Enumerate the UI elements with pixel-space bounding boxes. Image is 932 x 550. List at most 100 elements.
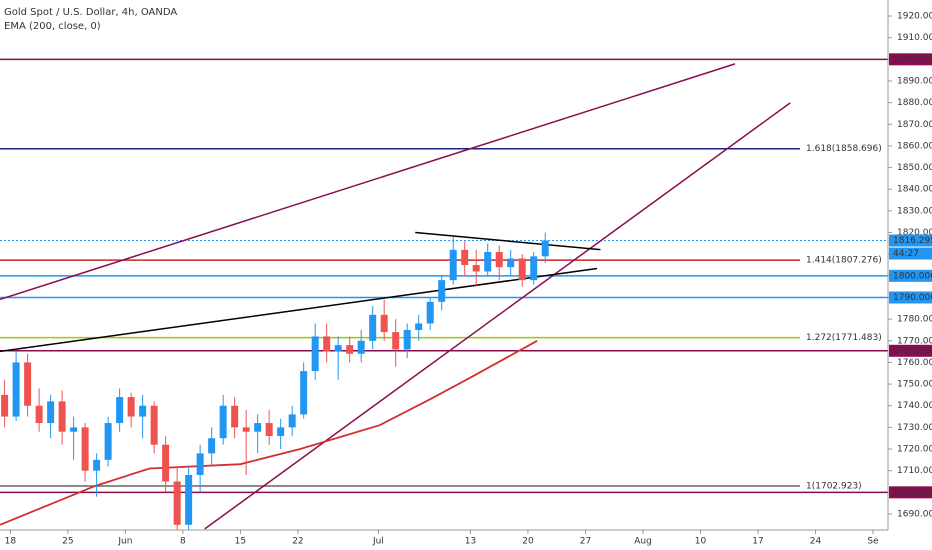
y-tick-label: 1720.000 <box>897 445 932 455</box>
countdown: 44:27 <box>893 249 919 259</box>
candle-body <box>530 256 538 281</box>
candle-body <box>81 427 89 471</box>
x-tick-label: 20 <box>522 537 534 547</box>
indicator-label: EMA (200, close, 0) <box>4 21 101 32</box>
candle-body <box>139 405 147 417</box>
candle-body <box>277 427 285 437</box>
price-tag <box>889 234 932 247</box>
candle-body <box>47 401 55 424</box>
plot-area: 1.618(1858.696) 1.414(1807.276) 1.272(1771… <box>0 58 888 530</box>
candle-body <box>150 405 158 445</box>
y-tick-label: 1840.000 <box>897 185 932 195</box>
candle-body <box>541 240 549 257</box>
chart-title: Gold Spot / U.S. Dollar, 4h, OANDA <box>4 7 177 18</box>
candle-body <box>185 475 193 525</box>
candle-body <box>426 301 434 324</box>
candle-body <box>219 405 227 439</box>
x-tick-label: Aug <box>634 537 652 547</box>
y-tick-label: 1780.000 <box>897 315 932 325</box>
countdown-tag <box>889 247 932 260</box>
x-tick-label: 24 <box>810 537 822 547</box>
x-tick-label: Se <box>867 537 879 547</box>
y-tick-label: 1730.000 <box>897 423 932 433</box>
y-tick-label: 1770.000 <box>897 336 932 346</box>
y-tick-label: 1890.000 <box>897 76 932 86</box>
y-tick-label: 1740.000 <box>897 401 932 411</box>
x-tick-label: 27 <box>580 537 591 547</box>
x-tick-label: 22 <box>292 537 303 547</box>
x-tick-label: Jun <box>117 537 132 547</box>
y-tick-label: 1750.000 <box>897 380 932 390</box>
y-tick-label: 1920.000 <box>897 12 932 22</box>
y-tick-label: 1820.000 <box>897 228 932 238</box>
axes: 1690.000 1700.000 1710.000 1720.000 1730.000… <box>5 12 932 547</box>
fib-label: 1.272(1771.483) <box>806 333 882 343</box>
candle-body <box>93 459 101 471</box>
trendline <box>0 267 598 353</box>
price-tag-label: 1816.295 <box>893 236 932 246</box>
candle-body <box>231 405 239 428</box>
price-tag <box>889 53 932 66</box>
candle-body <box>507 258 515 268</box>
candle-body <box>438 280 446 302</box>
candle-body <box>415 323 423 330</box>
candle-body <box>196 453 204 476</box>
price-tag <box>889 291 932 304</box>
candle-body <box>1 394 9 417</box>
price-tag-label: 1800.000 <box>893 271 932 281</box>
candle-body <box>254 423 262 432</box>
y-tick-label: 1860.000 <box>897 141 932 151</box>
x-tick-label: 25 <box>62 537 73 547</box>
candle-body <box>24 362 32 406</box>
x-tick-label: 10 <box>695 537 707 547</box>
candle-body <box>403 329 411 350</box>
trendline <box>204 102 791 530</box>
candle-body <box>472 265 480 272</box>
x-tick-label: 17 <box>752 537 763 547</box>
candle-body <box>392 332 400 350</box>
fib-label: 1.414(1807.276) <box>806 256 882 266</box>
ema-line <box>0 339 538 526</box>
y-tick-label: 1910.000 <box>897 33 932 43</box>
y-tick-label: 1870.000 <box>897 120 932 130</box>
candle-body <box>334 345 342 352</box>
candle-body <box>346 345 354 354</box>
candle-body <box>162 444 170 482</box>
candle-body <box>323 336 331 352</box>
candle-body <box>58 401 66 432</box>
candle-body <box>116 397 124 424</box>
price-tag <box>889 344 932 357</box>
y-tick-label: 1830.000 <box>897 206 932 216</box>
x-tick-label: 8 <box>180 537 186 547</box>
price-tag-label: 1700.000 <box>893 488 932 498</box>
candle-body <box>265 423 273 437</box>
y-tick-label: 1710.000 <box>897 466 932 476</box>
candle-body <box>461 249 469 265</box>
candle-body <box>127 397 135 417</box>
candle-body <box>380 314 388 333</box>
x-tick-label: 15 <box>235 537 246 547</box>
fib-label: 1.618(1858.696) <box>806 144 882 154</box>
x-tick-label: Jul <box>372 537 384 547</box>
candle-body <box>484 252 492 272</box>
candle-body <box>518 258 526 281</box>
candle-body <box>357 340 365 354</box>
candle-body <box>311 336 319 372</box>
candle-body <box>208 438 216 454</box>
y-tick-label: 1880.000 <box>897 98 932 108</box>
candle-body <box>495 252 503 268</box>
candle-body <box>70 427 78 432</box>
y-tick-label: 1760.000 <box>897 358 932 368</box>
candle-body <box>242 427 250 432</box>
x-tick-label: 18 <box>5 537 17 547</box>
trendline <box>415 231 601 251</box>
fib-label: 1(1702.923) <box>806 482 862 492</box>
candle-body <box>369 314 377 341</box>
candle-body <box>104 423 112 460</box>
x-tick-label: 13 <box>465 537 476 547</box>
price-tag <box>889 269 932 282</box>
candle-body <box>12 362 20 417</box>
